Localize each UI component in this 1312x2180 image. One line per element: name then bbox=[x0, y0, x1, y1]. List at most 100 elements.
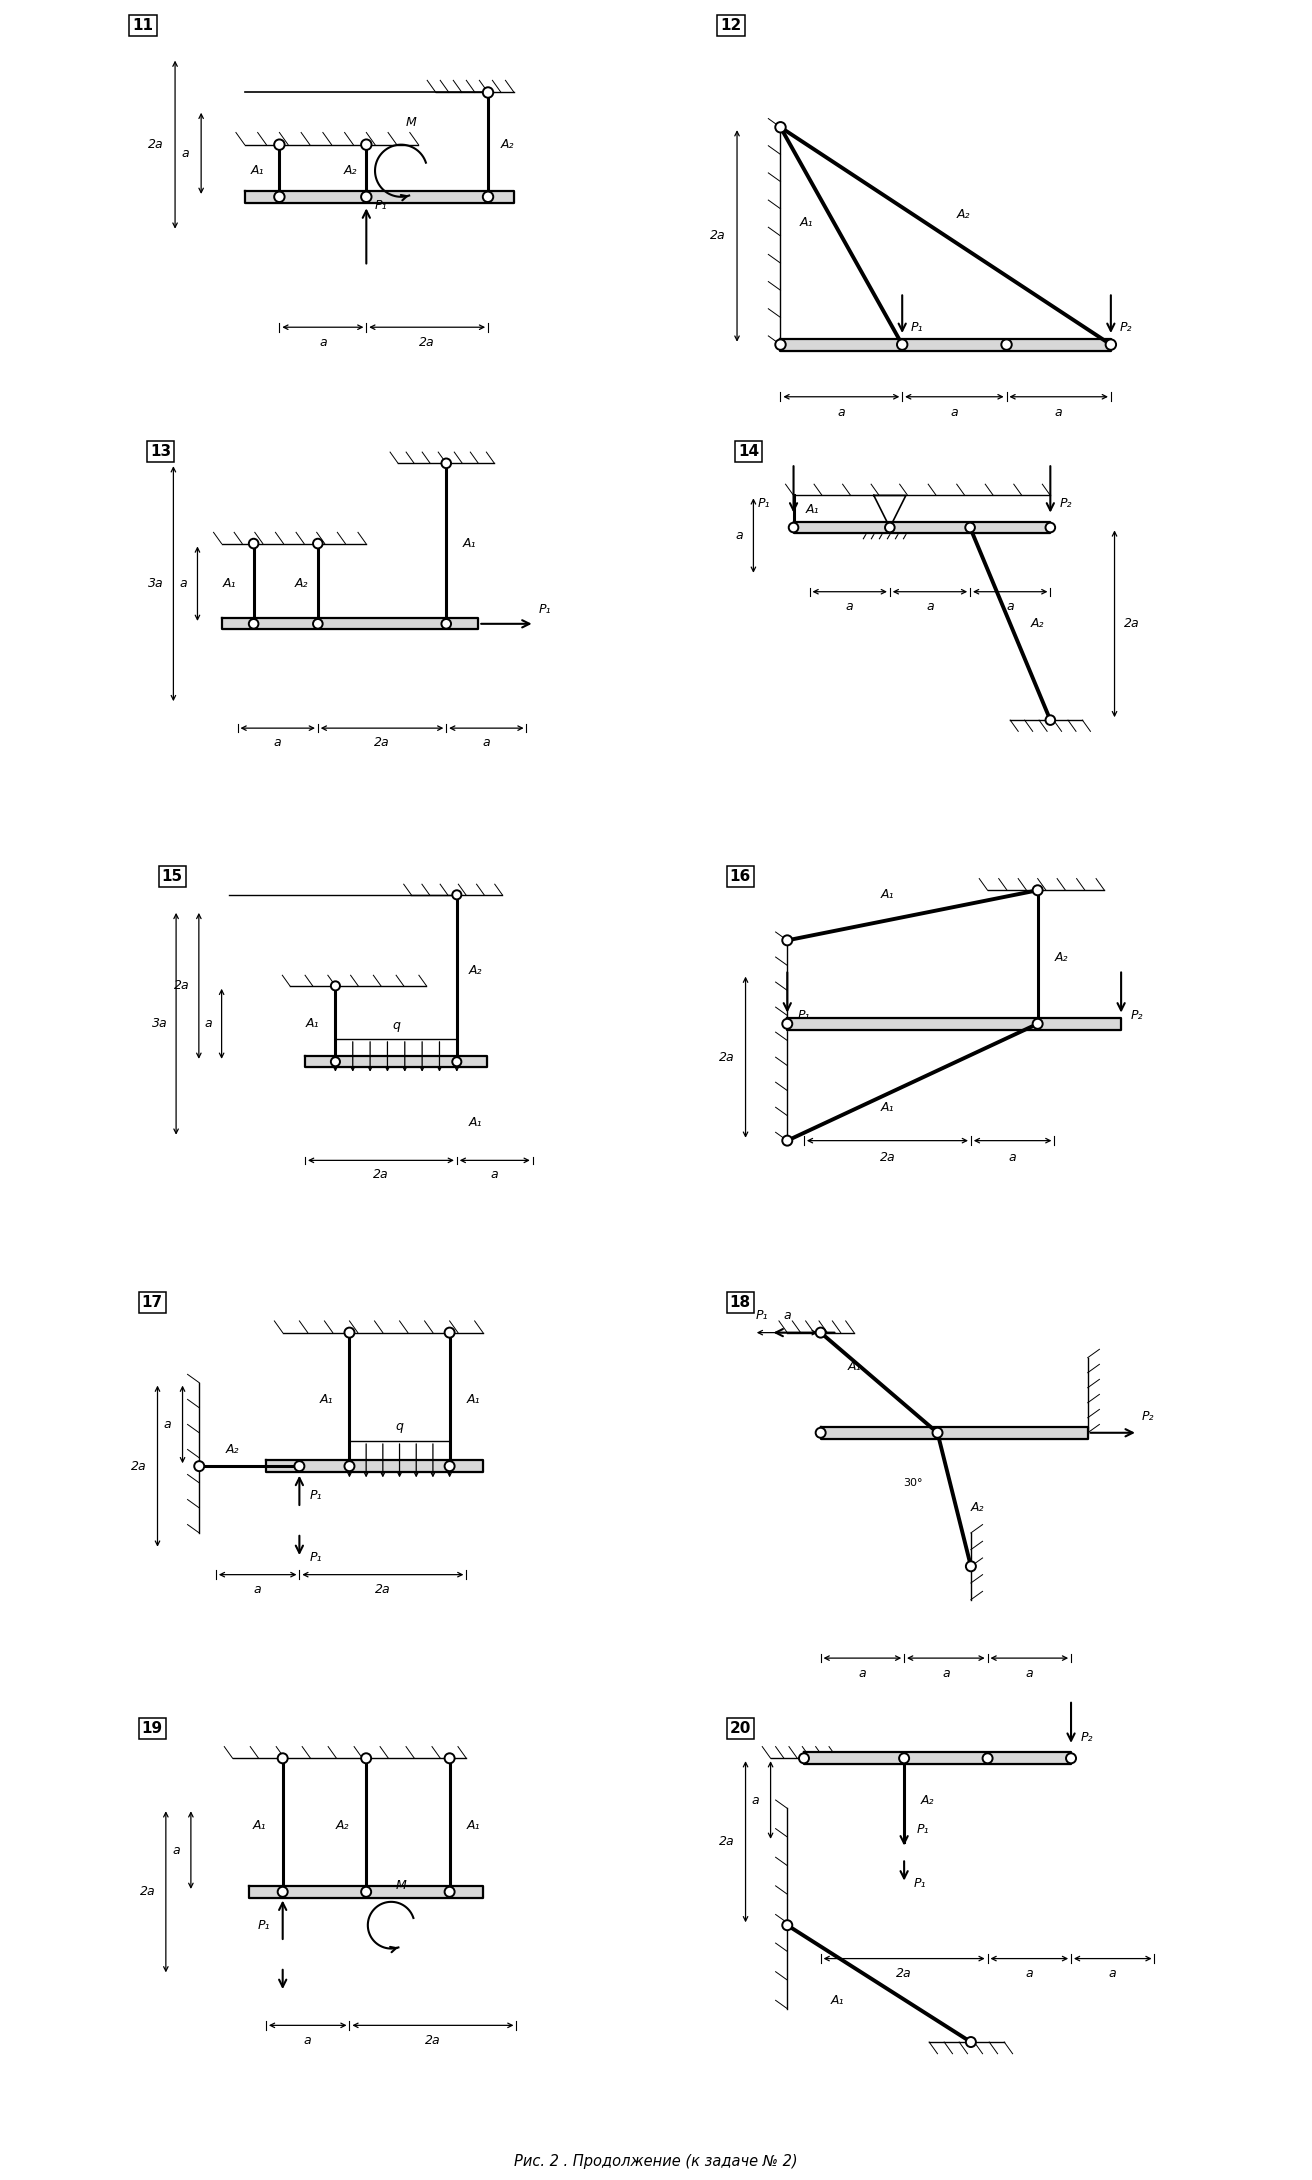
Text: 2a: 2a bbox=[710, 229, 726, 242]
Text: 2a: 2a bbox=[174, 979, 190, 992]
Circle shape bbox=[294, 1461, 304, 1472]
Circle shape bbox=[249, 619, 258, 628]
Text: P₁: P₁ bbox=[756, 1310, 769, 1323]
Polygon shape bbox=[794, 521, 1051, 534]
Text: 2a: 2a bbox=[373, 1168, 388, 1182]
Circle shape bbox=[445, 1753, 455, 1764]
Text: A₁: A₁ bbox=[800, 216, 813, 229]
Text: 2a: 2a bbox=[375, 1583, 391, 1596]
Text: A₂: A₂ bbox=[344, 164, 357, 177]
Text: A₂: A₂ bbox=[501, 137, 514, 150]
Text: A₂: A₂ bbox=[226, 1443, 239, 1456]
Polygon shape bbox=[222, 619, 479, 630]
Polygon shape bbox=[244, 190, 514, 203]
Text: Рис. 2 . Продолжение (к задаче № 2): Рис. 2 . Продолжение (к задаче № 2) bbox=[514, 2154, 798, 2169]
Circle shape bbox=[789, 523, 799, 532]
Circle shape bbox=[483, 87, 493, 98]
Circle shape bbox=[966, 2036, 976, 2047]
Text: A₁: A₁ bbox=[466, 1393, 480, 1406]
Text: A₁: A₁ bbox=[848, 1360, 861, 1373]
Circle shape bbox=[441, 619, 451, 628]
Text: A₂: A₂ bbox=[956, 207, 970, 220]
Text: P₁: P₁ bbox=[914, 1877, 926, 1890]
Circle shape bbox=[966, 523, 975, 532]
Text: P₂: P₂ bbox=[1141, 1410, 1155, 1424]
Circle shape bbox=[361, 1753, 371, 1764]
Text: a: a bbox=[1026, 1668, 1033, 1679]
Text: 2a: 2a bbox=[148, 137, 164, 150]
Circle shape bbox=[782, 1921, 792, 1929]
Text: P₁: P₁ bbox=[917, 1822, 929, 1836]
Text: a: a bbox=[735, 530, 743, 543]
Text: M: M bbox=[395, 1879, 407, 1892]
Circle shape bbox=[775, 340, 786, 349]
Circle shape bbox=[1033, 885, 1043, 896]
Circle shape bbox=[194, 1461, 205, 1472]
Text: a: a bbox=[1026, 1966, 1033, 1979]
Text: a: a bbox=[205, 1018, 211, 1031]
Text: P₁: P₁ bbox=[375, 198, 387, 211]
Circle shape bbox=[483, 192, 493, 203]
Text: a: a bbox=[837, 405, 845, 419]
Text: 2a: 2a bbox=[1124, 617, 1140, 630]
Text: A₁: A₁ bbox=[806, 504, 819, 517]
Polygon shape bbox=[787, 1018, 1122, 1029]
Circle shape bbox=[799, 1753, 810, 1764]
Polygon shape bbox=[804, 1753, 1071, 1764]
Text: P₁: P₁ bbox=[257, 1918, 270, 1931]
Circle shape bbox=[899, 1753, 909, 1764]
Circle shape bbox=[345, 1461, 354, 1472]
Circle shape bbox=[441, 458, 451, 469]
Circle shape bbox=[886, 523, 895, 532]
Circle shape bbox=[816, 1328, 825, 1339]
Text: a: a bbox=[846, 600, 854, 613]
Text: 17: 17 bbox=[142, 1295, 163, 1310]
Circle shape bbox=[274, 140, 285, 150]
Text: 13: 13 bbox=[150, 445, 172, 458]
Circle shape bbox=[1067, 1753, 1076, 1764]
Text: A₂: A₂ bbox=[921, 1794, 934, 1807]
Circle shape bbox=[361, 1888, 371, 1897]
Text: P₂: P₂ bbox=[1131, 1009, 1144, 1022]
Text: A₁: A₁ bbox=[468, 1116, 482, 1129]
Text: A₂: A₂ bbox=[468, 964, 482, 977]
Text: a: a bbox=[752, 1794, 760, 1807]
Text: a: a bbox=[172, 1844, 180, 1857]
Circle shape bbox=[314, 538, 323, 549]
Circle shape bbox=[361, 140, 371, 150]
Text: 11: 11 bbox=[133, 17, 154, 33]
Text: 2a: 2a bbox=[374, 737, 390, 750]
Text: 2a: 2a bbox=[879, 1151, 895, 1164]
Circle shape bbox=[816, 1428, 825, 1439]
Circle shape bbox=[775, 122, 786, 133]
Text: a: a bbox=[304, 2034, 311, 2047]
Circle shape bbox=[966, 1561, 976, 1572]
Circle shape bbox=[1046, 523, 1055, 532]
Text: P₁: P₁ bbox=[310, 1552, 321, 1565]
Text: a: a bbox=[783, 1310, 791, 1323]
Text: A₁: A₁ bbox=[251, 164, 265, 177]
Text: A₂: A₂ bbox=[295, 578, 308, 591]
Text: a: a bbox=[181, 146, 189, 159]
Text: A₁: A₁ bbox=[830, 1995, 844, 2008]
Text: P₁: P₁ bbox=[310, 1489, 321, 1502]
Circle shape bbox=[933, 1428, 942, 1439]
Circle shape bbox=[331, 981, 340, 990]
Circle shape bbox=[782, 935, 792, 946]
Circle shape bbox=[1001, 340, 1012, 349]
Circle shape bbox=[782, 1136, 792, 1147]
Circle shape bbox=[314, 619, 323, 628]
Text: P₁: P₁ bbox=[538, 604, 551, 617]
Text: A₂: A₂ bbox=[971, 1502, 984, 1515]
Circle shape bbox=[445, 1888, 455, 1897]
Circle shape bbox=[278, 1888, 287, 1897]
Text: q: q bbox=[396, 1419, 404, 1432]
Text: 2a: 2a bbox=[719, 1836, 735, 1849]
Text: 20: 20 bbox=[729, 1720, 750, 1735]
Text: P₁: P₁ bbox=[757, 497, 770, 510]
Circle shape bbox=[361, 192, 371, 203]
Text: a: a bbox=[1009, 1151, 1017, 1164]
Polygon shape bbox=[249, 1886, 483, 1897]
Text: a: a bbox=[274, 737, 282, 750]
Text: P₁: P₁ bbox=[911, 320, 924, 334]
